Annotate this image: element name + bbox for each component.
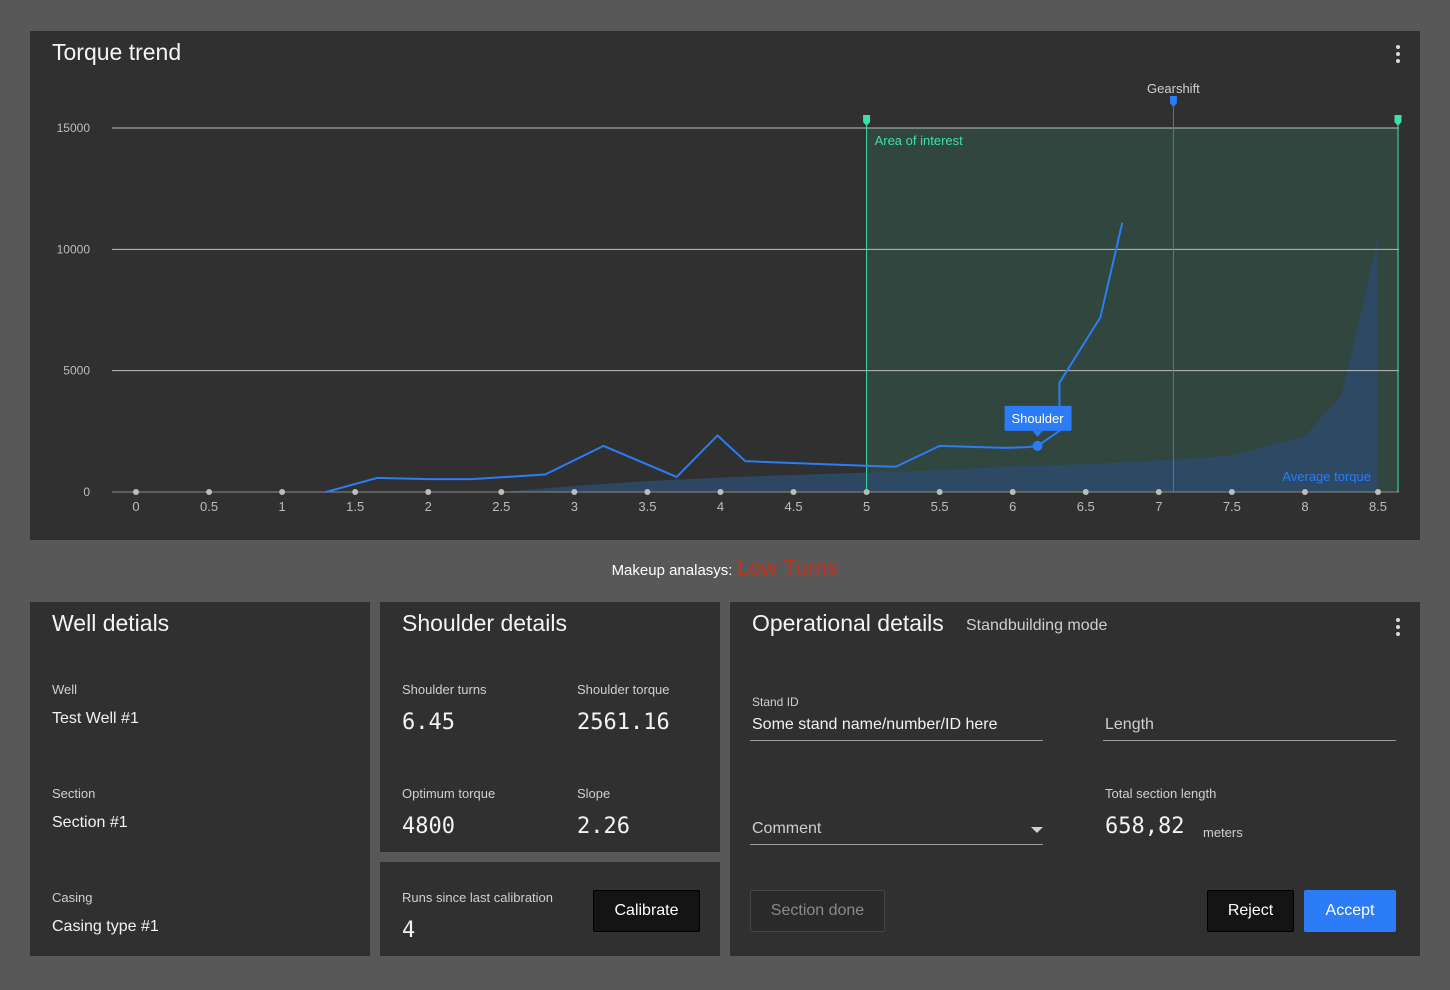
area-of-interest-label: Area of interest <box>875 133 964 148</box>
x-tick-dot <box>352 489 359 495</box>
x-tick-dot <box>1228 489 1235 495</box>
gearshift-label: Gearshift <box>1147 81 1200 96</box>
x-tick-dot <box>644 489 651 495</box>
x-tick-label: 5 <box>863 499 870 514</box>
average-torque-area <box>501 234 1378 493</box>
x-tick-dot <box>936 489 943 495</box>
comment-placeholder: Comment <box>752 820 822 837</box>
x-tick-label: 1.5 <box>346 499 364 514</box>
shoulder-torque-label: Shoulder torque <box>577 682 670 697</box>
x-tick-label: 6.5 <box>1077 499 1095 514</box>
card-title: Torque trend <box>52 39 182 65</box>
card-title: Shoulder details <box>402 610 567 636</box>
section-done-button[interactable]: Section done <box>750 890 885 932</box>
torque-chart: 0 5000 10000 15000 0 0.5 1 1.5 2 2.5 3 3.5 4 4.5 5 5.5 6… <box>57 81 1402 514</box>
calibration-card: Runs since last calibration 4 Calibrate <box>380 862 720 956</box>
makeup-result: Low Turns <box>736 555 839 580</box>
x-tick-dot <box>717 489 724 495</box>
y-tick-label: 0 <box>83 485 90 499</box>
arrow-drop-down-icon <box>1031 827 1043 833</box>
makeup-label: Makeup analasys: <box>611 562 733 579</box>
shoulder-tooltip <box>1004 405 1072 431</box>
well-value: Test Well #1 <box>52 710 139 727</box>
stand-id-value: Some stand name/number/ID here <box>752 716 998 733</box>
calibrate-button[interactable]: Calibrate <box>593 890 700 932</box>
x-tick-label: 7 <box>1155 499 1162 514</box>
x-tick-dot <box>571 489 578 495</box>
x-tick-label: 0.5 <box>200 499 218 514</box>
x-tick-label: 8.5 <box>1369 499 1387 514</box>
x-tick-label: 0 <box>132 499 139 514</box>
x-tick-dot <box>1082 489 1089 495</box>
accept-button[interactable]: Accept <box>1304 890 1396 932</box>
reject-button[interactable]: Reject <box>1207 890 1294 932</box>
x-tick-label: 5.5 <box>931 499 949 514</box>
well-label: Well <box>52 682 78 697</box>
torque-trend-card: Torque trend 0 5000 10000 15000 0 0.5 1 1.5 2 2.5… <box>30 31 1420 540</box>
aoi-start-handle-icon <box>863 115 871 126</box>
shoulder-turns-value: 6.45 <box>402 710 455 735</box>
runs-value: 4 <box>402 918 416 943</box>
section-value: Section #1 <box>52 814 128 831</box>
total-section-length-value: 658,82 <box>1105 814 1185 839</box>
card-title: Well detials <box>52 610 170 636</box>
gearshift-handle-icon <box>1169 96 1177 107</box>
total-section-length-label: Total section length <box>1105 786 1217 801</box>
shoulder-tooltip-pointer <box>1032 430 1043 437</box>
x-tick-dot <box>1155 489 1162 495</box>
x-tick-dot <box>279 489 286 495</box>
x-tick-label: 4 <box>717 499 724 514</box>
x-tick-label: 2 <box>425 499 432 514</box>
x-tick-label: 6 <box>1009 499 1016 514</box>
operational-details-card: Operational details Standbuilding mode S… <box>730 602 1420 956</box>
well-details-card: Well detials Well Test Well #1 Section S… <box>30 602 370 956</box>
total-section-length-unit: meters <box>1203 825 1243 840</box>
comment-select[interactable]: Comment <box>750 814 1043 845</box>
y-tick-label: 15000 <box>57 121 91 135</box>
x-tick-dot <box>425 489 432 495</box>
x-tick-dot <box>133 489 139 495</box>
shoulder-details-card: Shoulder details Shoulder turns 6.45 Sho… <box>380 602 720 852</box>
x-tick-dot <box>1301 489 1308 495</box>
x-tick-label: 4.5 <box>784 499 802 514</box>
more-vert-icon[interactable] <box>1396 618 1400 636</box>
x-tick-label: 7.5 <box>1223 499 1241 514</box>
x-tick-label: 2.5 <box>492 499 510 514</box>
length-field[interactable]: Length <box>1103 710 1396 741</box>
shoulder-point <box>1032 440 1043 451</box>
shoulder-turns-label: Shoulder turns <box>402 682 487 697</box>
x-tick-label: 1 <box>279 499 286 514</box>
optimum-torque-value: 4800 <box>402 814 455 839</box>
runs-label: Runs since last calibration <box>402 890 554 905</box>
optimum-torque-label: Optimum torque <box>402 786 496 801</box>
makeup-analysis: Makeup analasys: Low Turns <box>0 555 1450 581</box>
slope-label: Slope <box>577 786 611 801</box>
x-tick-label: 3.5 <box>638 499 656 514</box>
card-title: Operational details <box>752 610 944 636</box>
length-placeholder: Length <box>1105 716 1154 733</box>
slope-value: 2.26 <box>577 814 630 839</box>
x-tick-dot <box>790 489 797 495</box>
mode-label: Standbuilding mode <box>966 617 1108 634</box>
x-tick-label: 8 <box>1301 499 1308 514</box>
aoi-end-handle-icon <box>1394 115 1402 126</box>
x-tick-dot <box>1009 489 1016 495</box>
stand-id-field[interactable]: Some stand name/number/ID here <box>750 710 1043 741</box>
casing-label: Casing <box>52 890 93 905</box>
shoulder-label: Shoulder <box>1012 411 1065 426</box>
x-tick-label: 3 <box>571 499 578 514</box>
shoulder-torque-value: 2561.16 <box>577 710 670 735</box>
average-torque-label: Average torque <box>1282 469 1371 484</box>
stand-id-label: Stand ID <box>752 695 799 709</box>
y-tick-label: 5000 <box>63 364 90 378</box>
more-vert-icon[interactable] <box>1396 45 1400 63</box>
x-tick-dot <box>498 489 505 495</box>
y-tick-label: 10000 <box>57 242 91 256</box>
x-tick-dot <box>1375 489 1381 495</box>
x-tick-dot <box>206 489 213 495</box>
casing-value: Casing type #1 <box>52 918 159 935</box>
section-label: Section <box>52 786 96 801</box>
